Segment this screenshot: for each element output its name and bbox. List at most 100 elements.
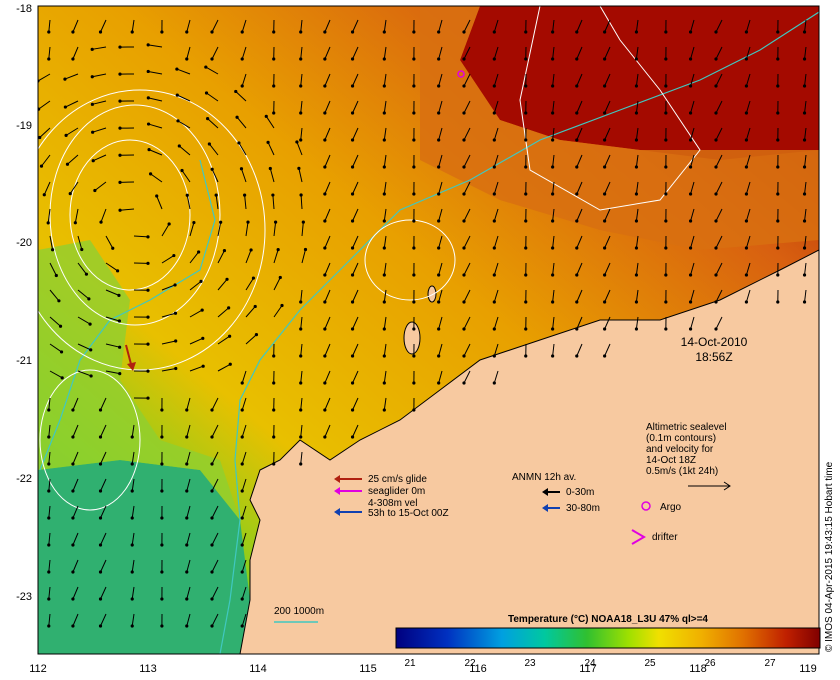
velocity-arrow	[273, 305, 283, 318]
velocity-arrowhead	[91, 159, 95, 163]
velocity-arrow	[690, 19, 695, 33]
altimetry-text: and velocity for	[646, 444, 714, 455]
velocity-arrow	[49, 370, 63, 379]
velocity-arrowhead	[272, 30, 276, 34]
velocity-arrowhead	[492, 30, 496, 34]
velocity-arrowhead	[47, 516, 51, 520]
velocity-arrowhead	[301, 220, 305, 224]
velocity-arrow	[463, 19, 471, 33]
velocity-arrowhead	[210, 30, 214, 34]
velocity-arrow	[493, 370, 499, 384]
velocity-arrowhead	[160, 570, 164, 574]
velocity-arrowhead	[744, 192, 749, 196]
velocity-arrow	[217, 250, 225, 264]
velocity-arrow	[189, 309, 203, 318]
velocity-arrowhead	[299, 30, 303, 34]
velocity-arrowhead	[524, 111, 528, 115]
velocity-arrowhead	[239, 167, 244, 171]
velocity-arrowhead	[412, 138, 416, 142]
velocity-arrow	[352, 19, 359, 33]
velocity-arrowhead	[98, 435, 103, 439]
velocity-arrow	[383, 235, 387, 249]
velocity-arrow	[38, 100, 51, 110]
velocity-arrowhead	[323, 381, 327, 385]
sealevel-contour	[69, 139, 191, 291]
velocity-arrow	[161, 255, 175, 264]
velocity-arrowhead	[802, 57, 807, 61]
velocity-arrowhead	[88, 322, 92, 326]
velocity-arrowhead	[323, 30, 327, 34]
velocity-arrowhead	[299, 138, 303, 142]
velocity-arrowhead	[240, 462, 244, 466]
velocity-arrow	[120, 208, 135, 211]
velocity-arrow	[148, 44, 163, 48]
velocity-arrow	[635, 127, 639, 141]
velocity-arrowhead	[117, 293, 121, 297]
velocity-arrow	[131, 532, 135, 546]
velocity-arrow	[463, 235, 471, 249]
velocity-arrow	[94, 181, 107, 191]
velocity-arrow	[745, 208, 751, 222]
velocity-arrow	[100, 478, 107, 492]
velocity-arrow	[148, 97, 163, 102]
velocity-arrowhead	[688, 138, 693, 142]
velocity-arrowhead	[63, 77, 67, 81]
seaglider-arrowhead	[127, 362, 136, 371]
anmn-arrowhead-deep	[542, 504, 548, 512]
velocity-arrowhead	[802, 165, 807, 169]
velocity-arrowhead	[234, 89, 238, 94]
velocity-arrowhead	[185, 462, 189, 466]
velocity-arrowhead	[272, 111, 276, 115]
velocity-arrow	[215, 195, 219, 210]
velocity-arrow	[493, 316, 499, 330]
cool-water-patch	[38, 460, 250, 654]
velocity-arrow	[105, 370, 120, 375]
velocity-arrowhead	[688, 273, 693, 277]
velocity-arrow	[300, 289, 303, 303]
velocity-arrow	[72, 559, 79, 573]
velocity-arrow	[241, 19, 247, 33]
velocity-arrowhead	[228, 362, 232, 366]
velocity-arrow	[241, 613, 247, 627]
velocity-arrowhead	[98, 543, 103, 547]
lon-tick-label: 113	[139, 663, 157, 675]
velocity-arrowhead	[249, 248, 253, 252]
velocity-arrowhead	[175, 67, 179, 71]
velocity-arrow	[217, 222, 222, 237]
velocity-arrowhead	[575, 84, 579, 88]
velocity-arrowhead	[323, 354, 327, 358]
velocity-arrowhead	[462, 165, 466, 169]
velocity-arrowhead	[412, 408, 416, 412]
velocity-arrowhead	[664, 219, 668, 223]
lat-tick-label: -19	[16, 120, 32, 132]
velocity-arrowhead	[664, 138, 668, 142]
velocity-arrowhead	[58, 324, 63, 328]
velocity-arrow	[552, 73, 555, 87]
sealevel-contour	[49, 104, 221, 326]
velocity-arrow	[92, 127, 107, 133]
velocity-arrowhead	[350, 300, 355, 304]
velocity-arrowhead	[200, 308, 204, 312]
glider-legend-text: 25 cm/s glide	[368, 474, 427, 485]
velocity-arrowhead	[776, 57, 780, 61]
velocity-arrowhead	[116, 269, 120, 273]
colorbar-tick: 23	[524, 658, 536, 669]
lat-tick-label: -22	[16, 473, 32, 485]
velocity-arrowhead	[240, 597, 244, 601]
velocity-arrowhead	[437, 273, 441, 277]
velocity-arrow	[352, 154, 359, 168]
velocity-arrowhead	[201, 364, 205, 368]
velocity-arrowhead	[575, 165, 579, 169]
velocity-arrow	[206, 92, 219, 102]
velocity-arrow	[207, 118, 219, 129]
velocity-arrowhead	[160, 597, 164, 601]
velocity-arrowhead	[47, 408, 51, 412]
velocity-arrowhead	[664, 192, 668, 196]
velocity-arrowhead	[664, 165, 668, 169]
velocity-arrowhead	[744, 111, 749, 115]
velocity-arrowhead	[744, 246, 749, 250]
velocity-arrowhead	[225, 277, 229, 281]
colorbar-tick: 22	[464, 658, 476, 669]
glider-legend: 25 cm/s glide seaglider 0m 4-308m vel 53…	[334, 474, 449, 519]
velocity-arrowhead	[160, 489, 164, 493]
